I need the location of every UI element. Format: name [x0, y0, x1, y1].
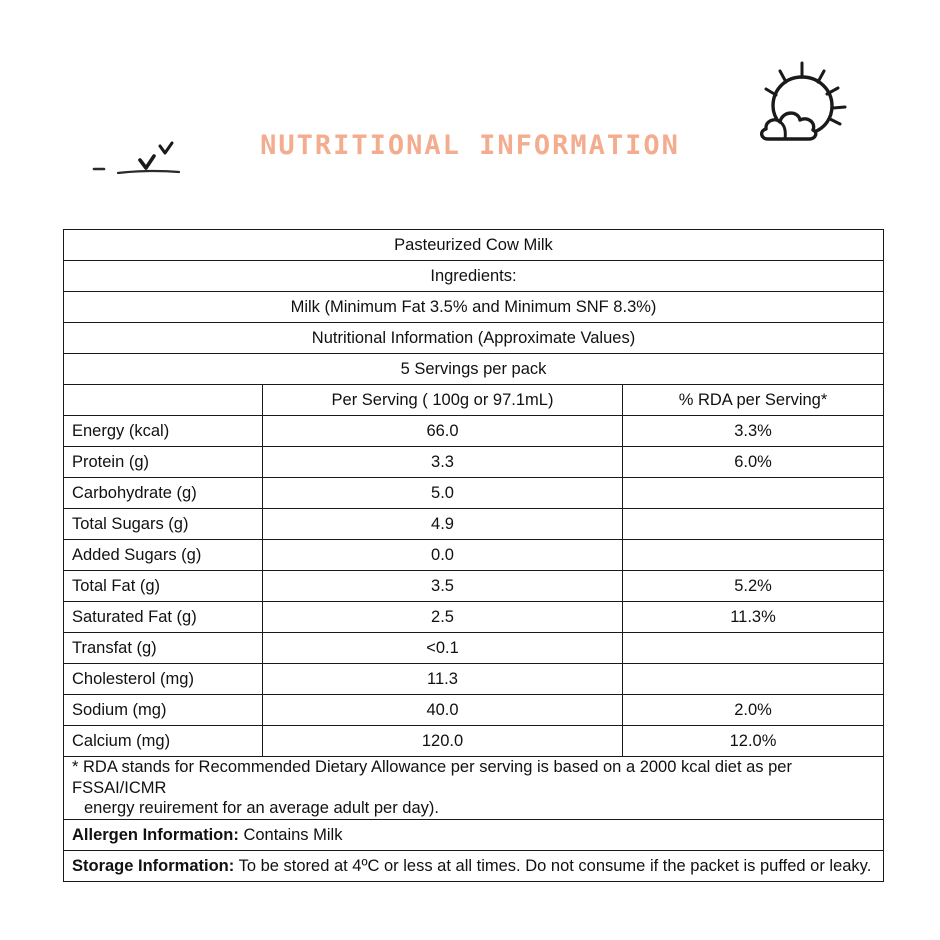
- ingredients-heading: Ingredients:: [63, 260, 884, 292]
- table-row: Energy (kcal) 66.0 3.3%: [63, 415, 884, 447]
- page-title: NUTRITIONAL INFORMATION: [260, 130, 680, 161]
- nutrition-heading: Nutritional Information (Approximate Val…: [63, 322, 884, 354]
- table-row: Total Fat (g) 3.5 5.2%: [63, 570, 884, 602]
- allergen-value: Contains Milk: [243, 825, 343, 844]
- ingredients-row: Milk (Minimum Fat 3.5% and Minimum SNF 8…: [63, 291, 884, 323]
- product-name: Pasteurized Cow Milk: [63, 229, 884, 261]
- table-row: Calcium (mg) 120.0 12.0%: [63, 725, 884, 757]
- storage-value: To be stored at 4ºC or less at all times…: [238, 856, 872, 875]
- nutrient-name: Energy (kcal): [63, 415, 263, 447]
- table-row: Saturated Fat (g) 2.5 11.3%: [63, 601, 884, 633]
- allergen-label: Allergen Information:: [72, 825, 239, 844]
- nutrient-name: Saturated Fat (g): [63, 601, 263, 633]
- rda-footnote: * RDA stands for Recommended Dietary All…: [63, 756, 884, 820]
- nutrient-rda: [622, 477, 884, 509]
- nutrient-name: Protein (g): [63, 446, 263, 478]
- nutrient-name: Sodium (mg): [63, 694, 263, 726]
- column-header-row: Per Serving ( 100g or 97.1mL) % RDA per …: [63, 384, 884, 416]
- sun-behind-cloud-icon: [752, 55, 862, 150]
- storage-info: Storage Information: To be stored at 4ºC…: [63, 849, 884, 882]
- storage-label: Storage Information:: [72, 856, 235, 875]
- nutrient-name: Transfat (g): [63, 632, 263, 664]
- table-row: Protein (g) 3.3 6.0%: [63, 446, 884, 478]
- nutrient-rda: 2.0%: [622, 694, 884, 726]
- nutrient-per-serving: 40.0: [262, 694, 623, 726]
- nutrient-per-serving: 3.3: [262, 446, 623, 478]
- rda-footnote-line2: energy reuirement for an average adult p…: [84, 799, 439, 818]
- nutrient-rda: [622, 508, 884, 540]
- nutrient-rda: [622, 539, 884, 571]
- nutrition-label-table: Pasteurized Cow Milk Ingredients: Milk (…: [63, 229, 884, 882]
- nutrient-name: Calcium (mg): [63, 725, 263, 757]
- nutrient-name: Carbohydrate (g): [63, 477, 263, 509]
- servings-row: 5 Servings per pack: [63, 353, 884, 385]
- nutrient-per-serving: <0.1: [262, 632, 623, 664]
- column-header-per-serving: Per Serving ( 100g or 97.1mL): [262, 384, 623, 416]
- column-header-rda: % RDA per Serving*: [622, 384, 884, 416]
- table-row: Carbohydrate (g) 5.0: [63, 477, 884, 509]
- nutrient-rda: 5.2%: [622, 570, 884, 602]
- nutrient-rows-body: Energy (kcal) 66.0 3.3% Protein (g) 3.3 6.0% C…: [63, 415, 884, 757]
- nutrient-per-serving: 4.9: [262, 508, 623, 540]
- nutrient-rda: 6.0%: [622, 446, 884, 478]
- table-row: Cholesterol (mg) 11.3: [63, 663, 884, 695]
- allergen-info: Allergen Information: Contains Milk: [63, 818, 884, 851]
- table-row: Total Sugars (g) 4.9: [63, 508, 884, 540]
- nutrient-per-serving: 11.3: [262, 663, 623, 695]
- nutrient-per-serving: 66.0: [262, 415, 623, 447]
- ingredients-text: Milk (Minimum Fat 3.5% and Minimum SNF 8…: [63, 291, 884, 323]
- servings-text: 5 Servings per pack: [63, 353, 884, 385]
- nutrient-per-serving: 5.0: [262, 477, 623, 509]
- nutrient-name: Total Sugars (g): [63, 508, 263, 540]
- rda-footnote-line1: * RDA stands for Recommended Dietary All…: [72, 758, 792, 797]
- nutrient-rda: 3.3%: [622, 415, 884, 447]
- table-row: Transfat (g) <0.1: [63, 632, 884, 664]
- nutrient-per-serving: 2.5: [262, 601, 623, 633]
- nutrient-per-serving: 3.5: [262, 570, 623, 602]
- birds-doodle-icon: [80, 112, 195, 180]
- nutrient-rda: 11.3%: [622, 601, 884, 633]
- nutrient-per-serving: 120.0: [262, 725, 623, 757]
- allergen-row: Allergen Information: Contains Milk: [63, 818, 884, 851]
- nutrient-rda: [622, 663, 884, 695]
- nutrition-heading-row: Nutritional Information (Approximate Val…: [63, 322, 884, 354]
- nutrient-per-serving: 0.0: [262, 539, 623, 571]
- table-row: Sodium (mg) 40.0 2.0%: [63, 694, 884, 726]
- footnote-row: * RDA stands for Recommended Dietary All…: [63, 756, 884, 820]
- nutrient-rda: [622, 632, 884, 664]
- nutrient-name: Total Fat (g): [63, 570, 263, 602]
- storage-row: Storage Information: To be stored at 4ºC…: [63, 849, 884, 882]
- table-row: Added Sugars (g) 0.0: [63, 539, 884, 571]
- column-header-nutrient: [63, 384, 263, 416]
- product-name-row: Pasteurized Cow Milk: [63, 229, 884, 261]
- nutrient-name: Added Sugars (g): [63, 539, 263, 571]
- nutrient-name: Cholesterol (mg): [63, 663, 263, 695]
- ingredients-heading-row: Ingredients:: [63, 260, 884, 292]
- nutrient-rda: 12.0%: [622, 725, 884, 757]
